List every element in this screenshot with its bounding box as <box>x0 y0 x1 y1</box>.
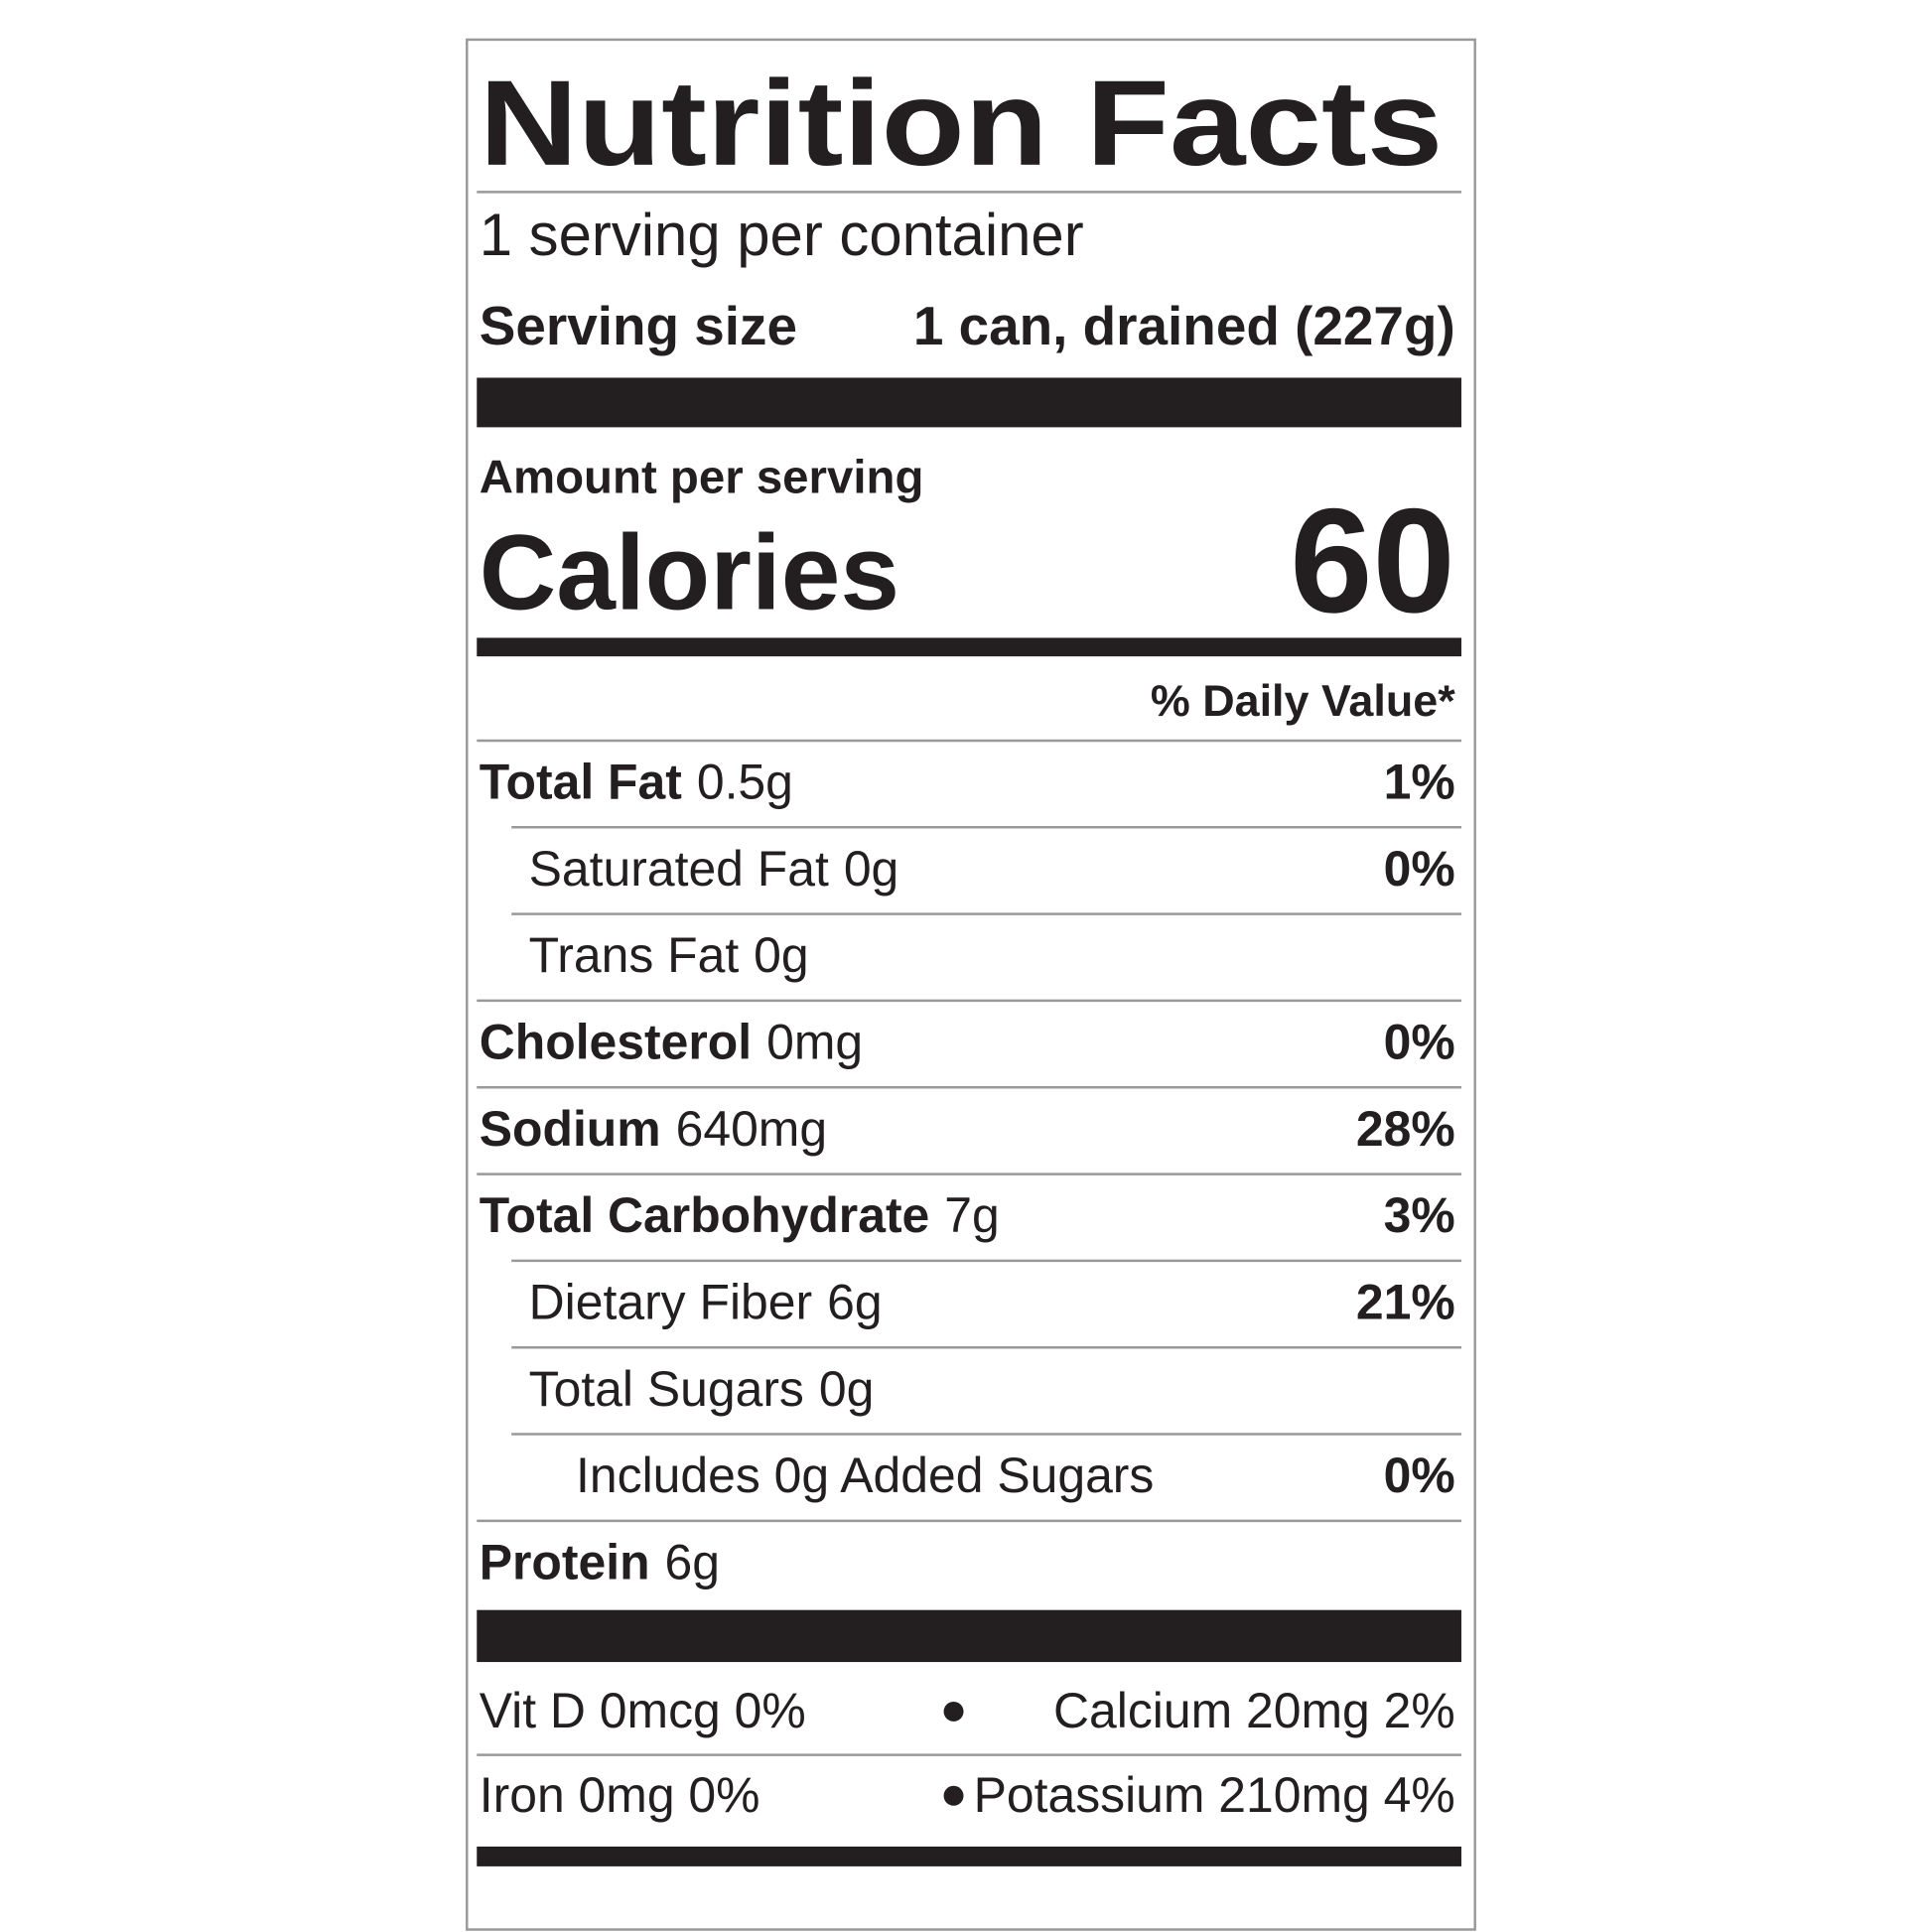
mineral-left: Iron 0mg 0% <box>480 1767 760 1823</box>
thick-bar <box>477 1609 1461 1663</box>
nutrient-text: Total Fat 0.5g <box>480 755 793 810</box>
nutrient-name: Total Fat <box>480 755 682 810</box>
nutrient-name: Total Carbohydrate <box>480 1187 930 1243</box>
nutrient-dv: 21% <box>1356 1275 1455 1330</box>
nutrient-name: Sodium <box>480 1101 661 1157</box>
nutrient-text: Trans Fat 0g <box>529 927 809 983</box>
nutrient-text: Protein 6g <box>480 1534 720 1589</box>
title: Nutrition Facts <box>480 55 1444 191</box>
nutrient-amount: 7g <box>944 1187 999 1243</box>
servings: 1 serving per container <box>480 202 1084 268</box>
bullet <box>943 1701 964 1722</box>
nutrient-name: Protein <box>480 1534 650 1589</box>
nutrient-amount: 640mg <box>676 1101 828 1157</box>
medium-bar <box>477 1846 1461 1866</box>
nutrient-amount: 0g <box>754 927 808 983</box>
amount-per-serving: Amount per serving <box>480 451 924 503</box>
nutrient-amount: 0.5g <box>697 755 793 810</box>
nutrient-dv: 0% <box>1384 1448 1455 1503</box>
nutrient-name: Trans Fat <box>529 927 740 983</box>
nutrient-text: Dietary Fiber 6g <box>529 1275 883 1330</box>
serving-size-value: 1 can, drained (227g) <box>913 295 1455 356</box>
nutrient-text: Total Carbohydrate 7g <box>480 1187 1000 1243</box>
nutrient-name: Includes 0g Added Sugars <box>576 1448 1154 1503</box>
nutrient-rows: Total Fat 0.5g 1% Saturated Fat 0g 0% Trans Fa… <box>477 755 1461 1589</box>
bullet <box>943 1785 964 1806</box>
nutrient-amount: 6g <box>827 1275 882 1330</box>
nutrient-name: Cholesterol <box>480 1015 752 1070</box>
nutrient-text: Saturated Fat 0g <box>529 841 899 897</box>
nutrient-text: Sodium 640mg <box>480 1101 827 1157</box>
daily-value-header: % Daily Value* <box>1151 675 1455 726</box>
thick-bar <box>477 377 1461 428</box>
mineral-left: Vit D 0mcg 0% <box>480 1683 806 1738</box>
minerals: Vit D 0mcg 0% Calcium 20mg 2% Iron 0mg 0% P… <box>480 1683 1455 1823</box>
mineral-right: Potassium 210mg 4% <box>974 1767 1455 1823</box>
nutrient-name: Total Sugars <box>529 1361 804 1417</box>
nutrient-dv: 28% <box>1356 1101 1455 1157</box>
calories-label: Calories <box>480 513 899 632</box>
nutrient-text: Total Sugars 0g <box>529 1361 875 1417</box>
nutrient-amount: 0g <box>819 1361 874 1417</box>
serving-size-label: Serving size <box>480 295 797 356</box>
nutrient-dv: 0% <box>1384 841 1455 897</box>
nutrient-dv: 1% <box>1384 755 1455 810</box>
calories-value: 60 <box>1290 477 1455 643</box>
nutrient-text: Cholesterol 0mg <box>480 1015 863 1070</box>
nutrient-amount: 0g <box>844 841 898 897</box>
nutrient-name: Saturated Fat <box>529 841 829 897</box>
mineral-right: Calcium 20mg 2% <box>1053 1683 1455 1738</box>
nutrient-text: Includes 0g Added Sugars <box>576 1448 1154 1503</box>
medium-bar <box>477 637 1461 657</box>
nutrient-amount: 6g <box>665 1534 720 1589</box>
nutrient-dv: 0% <box>1384 1015 1455 1070</box>
nutrient-dv: 3% <box>1384 1187 1455 1243</box>
nutrient-amount: 0mg <box>766 1015 863 1070</box>
nutrient-name: Dietary Fiber <box>529 1275 812 1330</box>
